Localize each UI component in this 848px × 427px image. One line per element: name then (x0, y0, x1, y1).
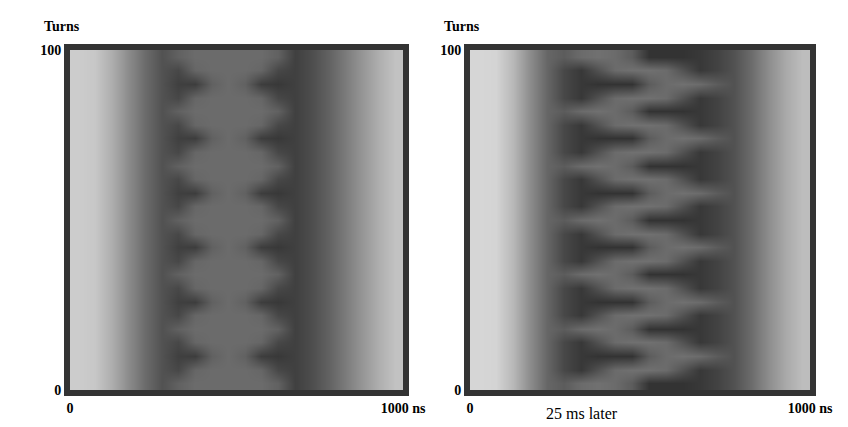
svg-text:1000 ns: 1000 ns (788, 401, 833, 416)
svg-text:0: 0 (67, 401, 74, 416)
svg-text:1000 ns: 1000 ns (381, 401, 426, 416)
svg-text:0: 0 (54, 383, 61, 398)
svg-text:Turns: Turns (444, 19, 480, 34)
svg-text:100: 100 (440, 43, 461, 58)
svg-text:Turns: Turns (44, 19, 80, 34)
svg-text:100: 100 (40, 43, 61, 58)
svg-text:0: 0 (454, 383, 461, 398)
svg-text:0: 0 (467, 401, 474, 416)
svg-text:25 ms later: 25 ms later (546, 405, 618, 422)
